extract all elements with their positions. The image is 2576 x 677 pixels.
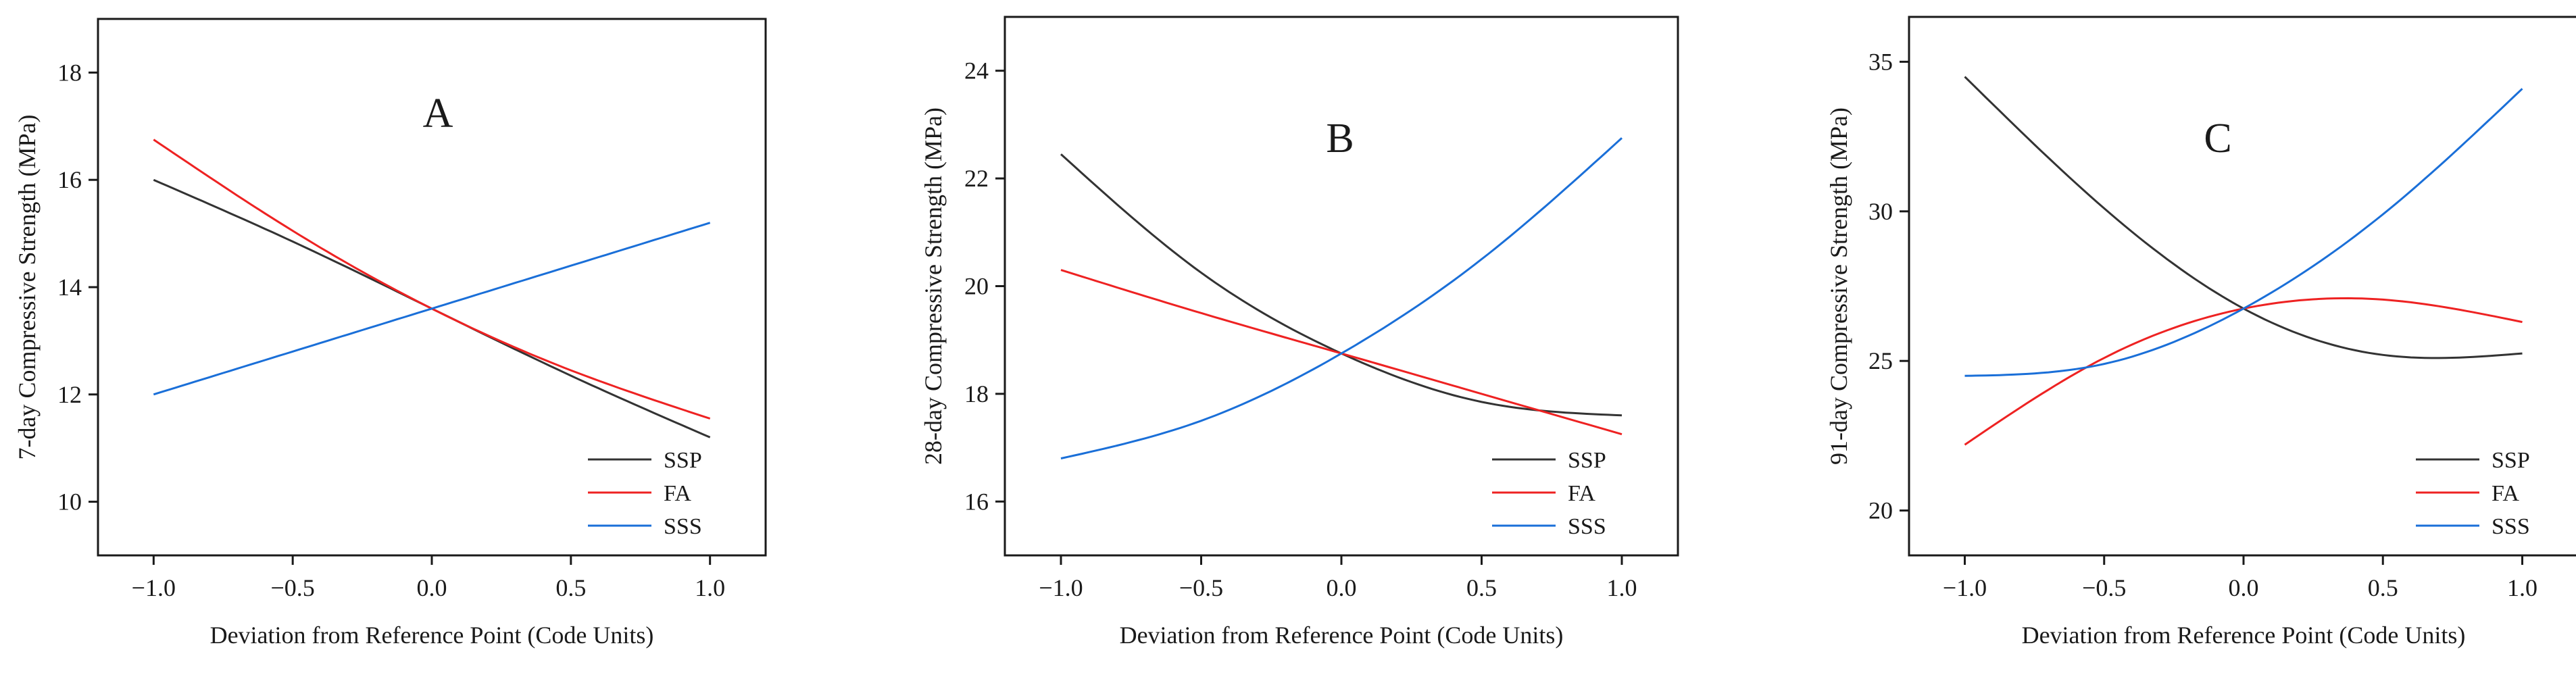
y-axis-title: 91-day Compressive Strength (MPa) bbox=[1825, 107, 1852, 465]
y-axis-title: 7-day Compressive Strength (MPa) bbox=[14, 115, 41, 460]
legend-label-sss: SSS bbox=[664, 514, 702, 539]
x-tick-label: −0.5 bbox=[1179, 574, 1223, 601]
x-tick-label: −1.0 bbox=[132, 574, 176, 601]
y-tick-label: 18 bbox=[964, 380, 989, 407]
series-line-sss bbox=[153, 222, 711, 396]
x-tick-label: −0.5 bbox=[271, 574, 315, 601]
x-tick-label: 0.5 bbox=[2368, 574, 2398, 601]
panel-label: B bbox=[1326, 116, 1354, 161]
chart-panel-b: −1.0 −0.5 0.0 0.5 1.0 16 18 20 22 24 Deviation fro… bbox=[920, 16, 1679, 649]
series-line-sss bbox=[1964, 88, 2523, 377]
series-line-ssp bbox=[1964, 76, 2523, 359]
x-tick-label: 0.0 bbox=[2229, 574, 2259, 601]
legend-label-ssp: SSP bbox=[664, 448, 702, 473]
y-tick-label: 20 bbox=[1868, 497, 1893, 524]
legend-label-ssp: SSP bbox=[2492, 448, 2530, 473]
legend-label-fa: FA bbox=[664, 481, 691, 506]
series-line-sss bbox=[1060, 137, 1623, 459]
plot-frame bbox=[1004, 16, 1679, 557]
legend: SSP FA SSS bbox=[2416, 448, 2530, 539]
y-tick-label: 35 bbox=[1868, 48, 1893, 75]
x-axis-title: Deviation from Reference Point (Code Uni… bbox=[2022, 622, 2466, 649]
y-tick-label: 12 bbox=[57, 381, 82, 408]
plot-frame bbox=[1908, 16, 2576, 557]
panel-label: C bbox=[2204, 116, 2231, 161]
legend-label-fa: FA bbox=[2492, 481, 2519, 506]
x-tick-label: 0.5 bbox=[1466, 574, 1497, 601]
x-tick-label: 1.0 bbox=[695, 574, 725, 601]
y-tick-label: 30 bbox=[1868, 198, 1893, 225]
legend: SSP FA SSS bbox=[1492, 448, 1606, 539]
y-tick-label: 10 bbox=[57, 488, 82, 516]
panel-label: A bbox=[423, 91, 453, 136]
y-tick-label: 18 bbox=[57, 59, 82, 86]
y-tick-label: 24 bbox=[964, 57, 989, 84]
legend: SSP FA SSS bbox=[588, 448, 702, 539]
x-tick-label: −1.0 bbox=[1943, 574, 1987, 601]
series-line-fa bbox=[1060, 269, 1623, 436]
series-line-ssp bbox=[1060, 153, 1623, 417]
x-axis-title: Deviation from Reference Point (Code Uni… bbox=[210, 622, 654, 649]
y-tick-label: 14 bbox=[57, 274, 82, 301]
y-tick-label: 25 bbox=[1868, 347, 1893, 374]
series-line-fa bbox=[153, 139, 711, 420]
chart-panel-a: −1.0 −0.5 0.0 0.5 1.0 10 12 14 16 18 Deviation fro… bbox=[14, 18, 767, 649]
x-tick-label: 0.5 bbox=[555, 574, 586, 601]
x-tick-label: 1.0 bbox=[1607, 574, 1637, 601]
x-tick-label: −1.0 bbox=[1039, 574, 1083, 601]
y-axis-title: 28-day Compressive Strength (MPa) bbox=[920, 107, 947, 465]
x-tick-label: 1.0 bbox=[2507, 574, 2537, 601]
legend-label-sss: SSS bbox=[1568, 514, 1606, 539]
x-axis-title: Deviation from Reference Point (Code Uni… bbox=[1120, 622, 1564, 649]
y-tick-label: 16 bbox=[964, 488, 989, 515]
y-tick-label: 20 bbox=[964, 273, 989, 300]
legend-label-fa: FA bbox=[1568, 481, 1595, 506]
y-tick-label: 16 bbox=[57, 166, 82, 193]
chart-panel-c: −1.0 −0.5 0.0 0.5 1.0 20 25 30 35 Deviation from … bbox=[1825, 16, 2576, 649]
x-tick-label: −0.5 bbox=[2082, 574, 2126, 601]
y-tick-label: 22 bbox=[964, 165, 989, 192]
legend-label-sss: SSS bbox=[2492, 514, 2530, 539]
x-tick-label: 0.0 bbox=[1327, 574, 1357, 601]
x-tick-label: 0.0 bbox=[417, 574, 447, 601]
legend-label-ssp: SSP bbox=[1568, 448, 1606, 473]
